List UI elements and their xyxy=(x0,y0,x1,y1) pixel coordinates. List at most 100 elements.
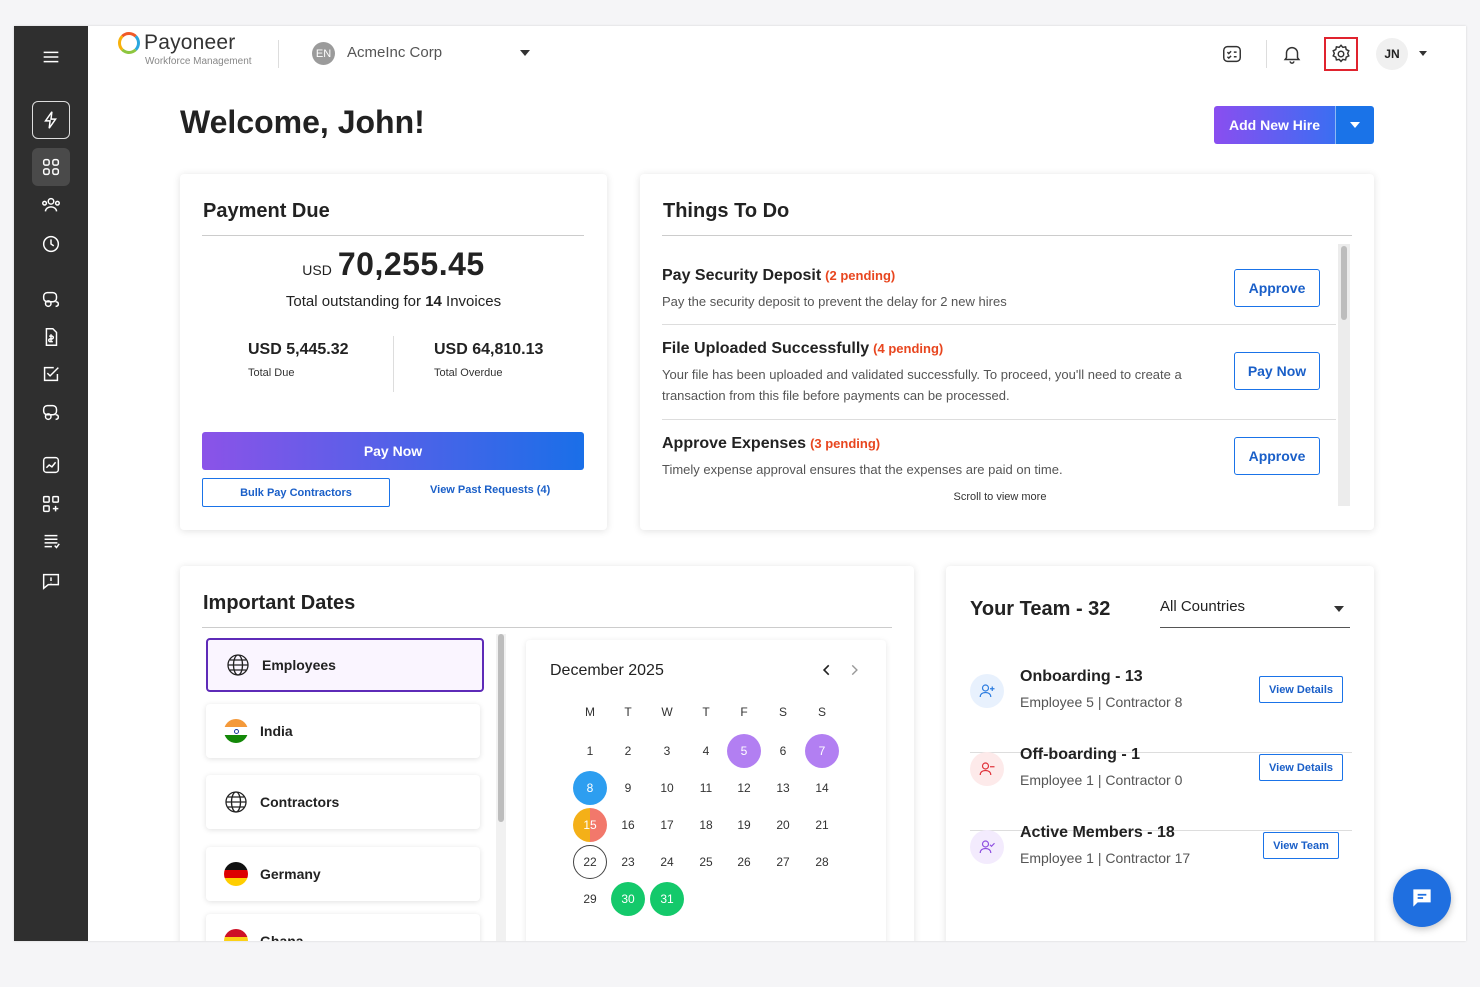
tasks-checklist-icon[interactable] xyxy=(1216,38,1248,70)
quick-actions-icon[interactable] xyxy=(32,101,70,139)
globe-icon xyxy=(227,654,249,676)
item-divider xyxy=(662,419,1336,420)
calendar-day[interactable]: 18 xyxy=(699,818,713,832)
gear-icon[interactable] xyxy=(1324,37,1358,71)
view-past-requests-link[interactable]: View Past Requests (4) xyxy=(430,484,551,496)
approve-expenses-button[interactable]: Approve xyxy=(1234,437,1320,475)
calendar-day[interactable]: 31 xyxy=(650,882,684,916)
dates-scrollbar[interactable] xyxy=(496,634,506,941)
scrollbar-thumb[interactable] xyxy=(498,634,504,822)
country-filter-select[interactable]: All Countries xyxy=(1160,598,1350,628)
reports-icon[interactable] xyxy=(32,446,70,484)
divider xyxy=(662,235,1352,236)
calendar-day[interactable]: 5 xyxy=(727,734,761,768)
calendar-day[interactable]: 15 xyxy=(573,808,607,842)
weekday-label: S xyxy=(817,705,826,719)
calendar-day[interactable]: 29 xyxy=(583,892,597,906)
active-user-icon xyxy=(970,830,1004,864)
calendar-day[interactable]: 14 xyxy=(815,781,829,795)
globe-icon xyxy=(225,791,247,813)
group-label: Employees xyxy=(262,657,336,673)
india-flag-icon xyxy=(224,719,248,743)
calendar-day[interactable]: 22 xyxy=(573,845,607,879)
feedback-icon[interactable] xyxy=(32,562,70,600)
add-hire-dropdown-button[interactable] xyxy=(1335,106,1374,144)
calendar-day[interactable]: 19 xyxy=(737,818,751,832)
divider xyxy=(202,235,584,236)
view-team-button[interactable]: View Team xyxy=(1263,832,1339,859)
calendar-day[interactable]: 20 xyxy=(776,818,790,832)
calendar-day[interactable]: 25 xyxy=(699,855,713,869)
payments-icon[interactable] xyxy=(32,393,70,431)
calendar-day[interactable]: 28 xyxy=(815,855,829,869)
add-new-hire-button[interactable]: Add New Hire xyxy=(1214,106,1335,144)
dashboard-icon[interactable] xyxy=(32,148,70,186)
org-selector[interactable]: AcmeInc Corp xyxy=(347,44,443,61)
time-icon[interactable] xyxy=(32,225,70,263)
calendar-day[interactable]: 10 xyxy=(660,781,674,795)
chat-button[interactable] xyxy=(1393,869,1451,927)
approve-button[interactable]: Approve xyxy=(1234,269,1320,307)
scrollbar-thumb[interactable] xyxy=(1341,246,1347,320)
payment-amount: USD 70,255.45 xyxy=(180,246,607,283)
weekday-label: F xyxy=(740,705,748,719)
menu-icon[interactable] xyxy=(32,38,70,76)
documents-icon[interactable] xyxy=(32,523,70,561)
calendar-day[interactable]: 1 xyxy=(586,744,594,758)
calendar-day[interactable]: 26 xyxy=(737,855,751,869)
apps-icon[interactable] xyxy=(32,485,70,523)
calendar-day[interactable]: 13 xyxy=(776,781,790,795)
chevron-right-icon[interactable] xyxy=(847,663,861,677)
calendar-day[interactable]: 23 xyxy=(621,855,635,869)
calendar-day[interactable]: 2 xyxy=(624,744,632,758)
calendar-day[interactable]: 24 xyxy=(660,855,674,869)
pay-now-todo-button[interactable]: Pay Now xyxy=(1234,352,1320,390)
date-group-ghana[interactable]: Ghana xyxy=(206,914,480,941)
chevron-down-icon xyxy=(1350,122,1360,128)
calendar-day[interactable]: 11 xyxy=(699,781,713,795)
topbar-divider-2 xyxy=(1266,40,1267,68)
invoice-icon[interactable] xyxy=(32,318,70,356)
calendar-day[interactable]: 30 xyxy=(611,882,645,916)
germany-flag-icon xyxy=(224,862,248,886)
chevron-left-icon[interactable] xyxy=(820,663,834,677)
payroll-icon[interactable] xyxy=(32,280,70,318)
calendar-day[interactable]: 27 xyxy=(776,855,790,869)
view-details-button[interactable]: View Details xyxy=(1259,676,1343,703)
date-group-germany[interactable]: Germany xyxy=(206,847,480,901)
bell-icon[interactable] xyxy=(1276,38,1308,70)
date-group-contractors[interactable]: Contractors xyxy=(206,775,480,829)
calendar-day[interactable]: 17 xyxy=(660,818,674,832)
team-row-onboarding: Onboarding - 13 Employee 5 | Contractor … xyxy=(970,662,1352,740)
date-group-employees[interactable]: Employees xyxy=(206,638,484,692)
payment-due-title: Payment Due xyxy=(203,200,330,222)
pay-now-button[interactable]: Pay Now xyxy=(202,432,584,470)
todo-scrollbar[interactable] xyxy=(1338,244,1350,506)
calendar-day[interactable]: 7 xyxy=(805,734,839,768)
team-icon[interactable] xyxy=(32,186,70,224)
bulk-pay-contractors-button[interactable]: Bulk Pay Contractors xyxy=(202,478,390,507)
calendar-day[interactable]: 8 xyxy=(573,771,607,805)
chevron-down-icon xyxy=(1334,606,1344,612)
tasks-icon[interactable] xyxy=(32,355,70,393)
user-avatar[interactable]: JN xyxy=(1376,38,1408,70)
org-chevron-down-icon[interactable] xyxy=(520,50,530,56)
currency-label: USD xyxy=(302,262,332,278)
calendar-day[interactable]: 3 xyxy=(663,744,671,758)
weekday-label: W xyxy=(661,705,673,719)
date-group-india[interactable]: India xyxy=(206,704,480,758)
calendar-day[interactable]: 6 xyxy=(779,744,787,758)
things-to-do-card: Things To Do Pay Security Deposit (2 pend… xyxy=(640,174,1374,530)
calendar-day[interactable]: 4 xyxy=(702,744,710,758)
row-divider xyxy=(970,830,1352,831)
calendar-day[interactable]: 9 xyxy=(624,781,632,795)
view-details-button[interactable]: View Details xyxy=(1259,754,1343,781)
things-to-do-title: Things To Do xyxy=(663,200,790,222)
calendar-day[interactable]: 16 xyxy=(621,818,635,832)
calendar-day[interactable]: 12 xyxy=(737,781,751,795)
calendar-day[interactable]: 21 xyxy=(815,818,829,832)
total-overdue: USD 64,810.13 Total Overdue xyxy=(434,341,543,379)
your-team-card: Your Team - 32 All Countries Onboarding … xyxy=(946,566,1374,941)
row-divider xyxy=(970,752,1352,753)
user-menu-chevron-icon[interactable] xyxy=(1419,51,1427,56)
